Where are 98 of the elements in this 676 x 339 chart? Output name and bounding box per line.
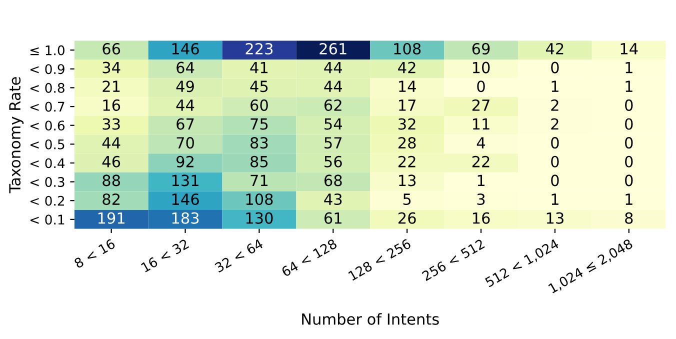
data-label: 0 <box>551 156 559 168</box>
data-label: 191 <box>98 212 124 224</box>
data-label: 146 <box>172 42 199 55</box>
data-label: 1 <box>626 62 632 74</box>
x-tick-label: 128 < 256 <box>348 238 412 281</box>
data-label: 108 <box>246 193 273 206</box>
data-label: 68 <box>324 174 342 186</box>
data-label: 1 <box>626 80 632 92</box>
data-label: 146 <box>172 193 199 206</box>
data-label: 54 <box>324 118 342 130</box>
data-label: 2 <box>551 99 558 111</box>
data-label: 16 <box>472 212 490 224</box>
data-label: 88 <box>102 174 120 186</box>
data-label: 14 <box>620 43 638 54</box>
data-label: 60 <box>250 99 268 111</box>
data-label: 183 <box>172 212 199 224</box>
data-label: 92 <box>176 156 194 168</box>
data-label: 130 <box>246 212 273 224</box>
data-label: 22 <box>472 156 490 168</box>
y-tick-label: < 0.7 <box>30 102 64 112</box>
data-label: 61 <box>324 212 342 224</box>
data-label: 13 <box>546 212 564 224</box>
data-label: 67 <box>176 118 194 130</box>
x-tick-label: 8 < 16 <box>74 238 116 269</box>
y-axis-title: Taxonomy Rate <box>9 77 24 194</box>
data-label: 64 <box>176 62 194 74</box>
data-label: 1 <box>552 80 558 92</box>
x-tick-label: 16 < 32 <box>140 238 190 272</box>
data-label: 4 <box>476 137 486 148</box>
y-tick-label: < 0.4 <box>30 158 65 168</box>
data-label: 21 <box>102 80 120 92</box>
data-label: 70 <box>176 137 194 149</box>
y-tick-label: < 0.3 <box>30 177 64 187</box>
data-label: 44 <box>324 62 342 74</box>
data-label: 85 <box>250 156 268 168</box>
data-label: 27 <box>472 99 490 111</box>
data-label: 45 <box>250 80 268 92</box>
data-label: 75 <box>250 118 268 130</box>
y-tick-label: < 0.6 <box>30 120 64 131</box>
y-tick-label: < 0.9 <box>30 64 64 74</box>
data-label: 3 <box>477 193 485 206</box>
x-axis-title: Number of Intents <box>302 313 439 325</box>
data-label: 1 <box>626 194 632 205</box>
data-label: 82 <box>102 193 120 206</box>
data-label: 1 <box>478 174 484 186</box>
y-tick-label: < 0.2 <box>30 196 64 206</box>
data-label: 69 <box>472 42 490 55</box>
data-label: 33 <box>102 118 120 130</box>
data-label: 22 <box>398 156 416 168</box>
data-label: 66 <box>102 42 120 55</box>
x-tick-label: 32 < 64 <box>214 238 264 273</box>
data-label: 42 <box>546 42 564 54</box>
data-label: 83 <box>250 137 268 149</box>
data-label: 0 <box>625 156 633 168</box>
data-label: 0 <box>625 99 633 111</box>
data-label: 1 <box>552 194 558 205</box>
data-label: 26 <box>398 212 416 224</box>
data-label: 17 <box>399 100 416 111</box>
data-label: 44 <box>102 137 120 148</box>
data-label: 46 <box>102 156 120 168</box>
x-tick-label: 64 < 128 <box>280 238 338 277</box>
data-label: 13 <box>399 174 416 186</box>
data-label: 2 <box>551 118 558 130</box>
data-label: 0 <box>625 137 633 149</box>
data-label: 42 <box>398 62 416 74</box>
data-label: 8 <box>625 212 633 224</box>
data-label: 71 <box>250 174 268 186</box>
data-label: 0 <box>551 174 559 186</box>
data-label: 223 <box>246 42 273 55</box>
data-label: 56 <box>324 156 342 168</box>
y-tick-label: ≤ 1.0 <box>30 45 64 56</box>
data-label: 34 <box>102 62 120 74</box>
data-label: 43 <box>324 193 342 206</box>
data-label: 261 <box>320 42 346 55</box>
data-label: 0 <box>625 118 633 130</box>
data-label: 0 <box>477 80 485 92</box>
data-label: 32 <box>398 118 416 130</box>
data-label: 49 <box>176 80 194 92</box>
data-label: 57 <box>324 137 342 149</box>
y-tick-label: < 0.5 <box>30 139 64 150</box>
data-label: 28 <box>398 137 416 149</box>
data-label: 11 <box>472 118 490 130</box>
data-label: 5 <box>403 194 411 206</box>
data-label: 44 <box>176 100 194 111</box>
data-label: 0 <box>625 174 633 186</box>
data-label: 0 <box>551 62 559 74</box>
data-label: 131 <box>172 174 198 186</box>
y-tick-label: < 0.8 <box>30 82 64 93</box>
data-label: 14 <box>399 80 416 92</box>
data-label: 41 <box>250 62 268 74</box>
data-label: 62 <box>324 99 342 111</box>
x-tick-label: 256 < 512 <box>422 238 485 282</box>
y-tick-label: < 0.1 <box>30 214 64 225</box>
data-label: 0 <box>551 137 559 149</box>
data-label: 10 <box>472 62 490 74</box>
data-label: 44 <box>324 80 342 92</box>
data-label: 108 <box>394 42 421 55</box>
data-label: 16 <box>103 99 120 111</box>
